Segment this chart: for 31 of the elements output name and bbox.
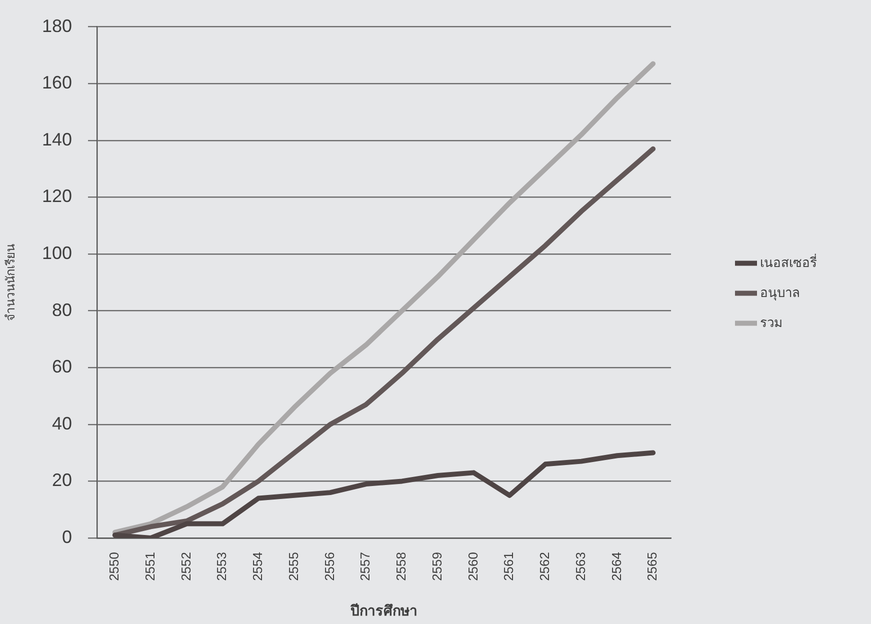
x-tick-label: 2555 — [286, 552, 301, 581]
x-tick-label: 2565 — [644, 552, 660, 581]
x-tick-label: 2551 — [142, 552, 158, 581]
y-tick-label: 60 — [52, 356, 72, 377]
y-tick-label: 80 — [52, 300, 72, 320]
x-tick-label: 2552 — [178, 552, 194, 581]
x-tick-label: 2554 — [250, 552, 266, 581]
y-tick-label: 100 — [42, 242, 72, 263]
x-tick-label: 2560 — [465, 552, 480, 581]
x-tick-label: 2557 — [358, 552, 373, 581]
x-tick-label: 2563 — [572, 552, 588, 581]
y-tick-label: 0 — [62, 526, 72, 547]
x-tick-label: 2558 — [394, 552, 409, 581]
x-tick-label: 2550 — [106, 552, 122, 581]
y-tick-label: 120 — [42, 186, 72, 206]
y-tick-label: 180 — [42, 16, 72, 36]
y-axis-title: จำนวนนักเรียน — [4, 244, 18, 321]
legend-label: อนุบาล — [760, 284, 800, 301]
y-tick-label: 160 — [42, 72, 72, 93]
x-tick-label: 2559 — [429, 552, 444, 581]
y-tick-label: 20 — [52, 470, 72, 490]
legend-label: เนอสเซอรี่ — [760, 254, 817, 270]
x-tick-label: 2564 — [608, 552, 624, 581]
x-tick-label: 2556 — [322, 552, 337, 581]
legend-label: รวม — [760, 314, 783, 330]
x-tick-label: 2562 — [537, 552, 552, 581]
y-tick-label: 140 — [42, 129, 72, 150]
y-tick-label: 40 — [52, 413, 72, 434]
x-tick-label: 2561 — [501, 552, 516, 581]
x-tick-label: 2553 — [214, 552, 230, 581]
x-axis-title: ปีการศึกษา — [350, 602, 418, 618]
